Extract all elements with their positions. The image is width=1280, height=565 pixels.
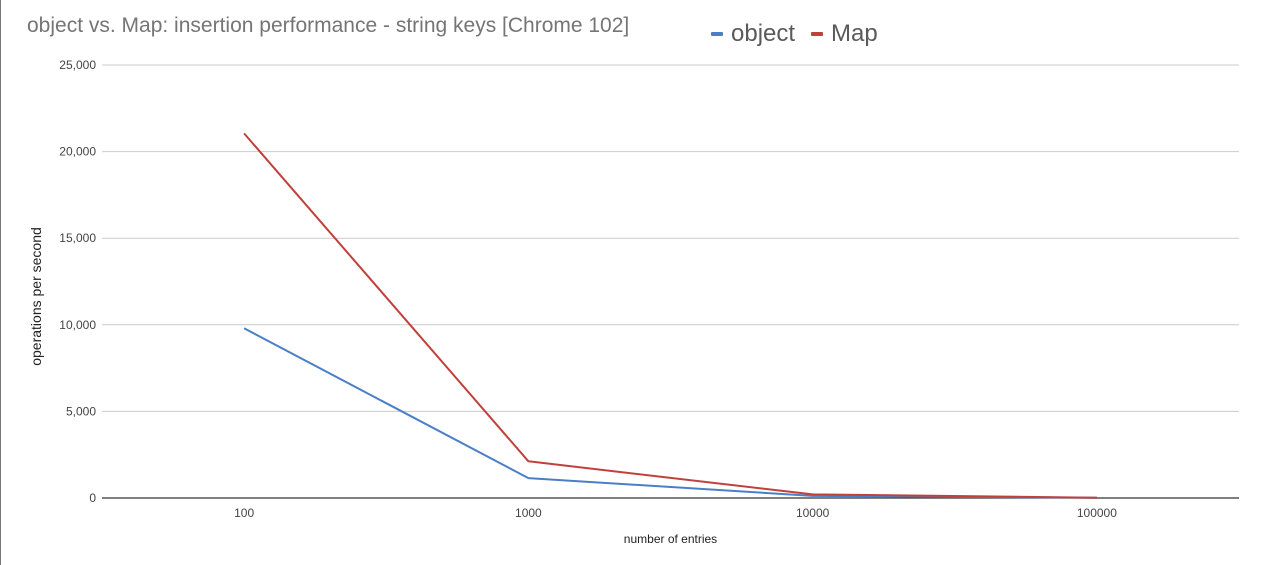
legend-item-object: object xyxy=(711,20,795,48)
chart-legend: object Map xyxy=(711,20,894,48)
x-tick-label: 10000 xyxy=(796,506,830,520)
series-lines xyxy=(243,132,1097,499)
y-axis-title: operations per second xyxy=(28,227,44,366)
window-edge xyxy=(0,0,1,565)
gridlines xyxy=(102,64,1239,499)
chart-title: object vs. Map: insertion performance - … xyxy=(27,14,630,37)
y-axis-ticks: 0 5,000 10,000 15,000 20,000 25,000 xyxy=(59,58,96,505)
series-line-object xyxy=(243,327,1097,499)
legend-label-map: Map xyxy=(831,20,878,47)
y-tick-label: 20,000 xyxy=(59,145,96,159)
legend-swatch-object xyxy=(711,32,723,36)
x-axis-ticks: 100 1000 10000 100000 xyxy=(234,506,1117,520)
y-tick-label: 0 xyxy=(89,491,96,505)
y-tick-label: 15,000 xyxy=(59,231,96,245)
y-tick-label: 5,000 xyxy=(66,404,96,418)
series-line-map xyxy=(243,132,1097,499)
x-tick-label: 100 xyxy=(234,506,254,520)
legend-swatch-map xyxy=(811,32,824,36)
x-tick-label: 100000 xyxy=(1077,506,1117,520)
legend-item-map: Map xyxy=(811,20,878,48)
y-tick-label: 10,000 xyxy=(59,318,96,332)
x-tick-label: 1000 xyxy=(515,506,542,520)
x-axis-title: number of entries xyxy=(624,532,717,546)
y-tick-label: 25,000 xyxy=(59,58,96,72)
legend-label-object: object xyxy=(731,20,796,47)
